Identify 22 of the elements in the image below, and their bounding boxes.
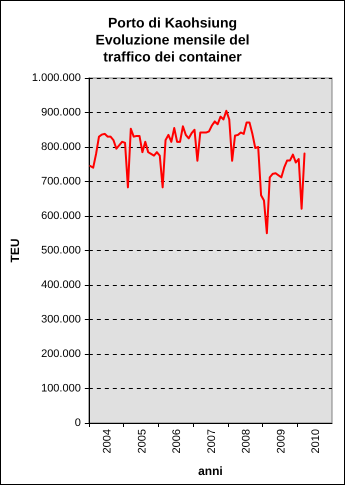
y-tick-label: 200.000	[41, 348, 81, 360]
x-tick-label: 2005	[136, 429, 148, 454]
y-tick-label: 700.000	[41, 176, 81, 188]
y-tick-label: 800.000	[41, 141, 81, 153]
x-tick-label: 2007	[206, 429, 218, 454]
y-tick-label: 900.000	[41, 106, 81, 118]
x-axis-title: anni	[198, 464, 223, 478]
y-tick-label: 500.000	[41, 244, 81, 256]
x-tick-label: 2004	[102, 429, 114, 454]
line-series	[89, 110, 306, 234]
y-tick-label: 600.000	[41, 210, 81, 222]
chart-title: Porto di Kaohsiung Evoluzione mensile del traffico dei container	[95, 14, 250, 64]
x-tick-label: 2009	[275, 429, 288, 454]
y-tick-label: 400.000	[41, 279, 81, 291]
x-tick-label: 2006	[171, 429, 184, 454]
y-tick-label: 300.000	[41, 314, 81, 326]
y-tick-label: 0	[74, 417, 81, 429]
y-tick-label: 100.000	[41, 382, 81, 394]
y-axis-title: TEU	[8, 238, 22, 262]
x-tick-label: 2008	[240, 429, 253, 454]
y-tick-label: 1.000.000	[32, 72, 81, 84]
x-tick-label: 2010	[310, 429, 322, 454]
